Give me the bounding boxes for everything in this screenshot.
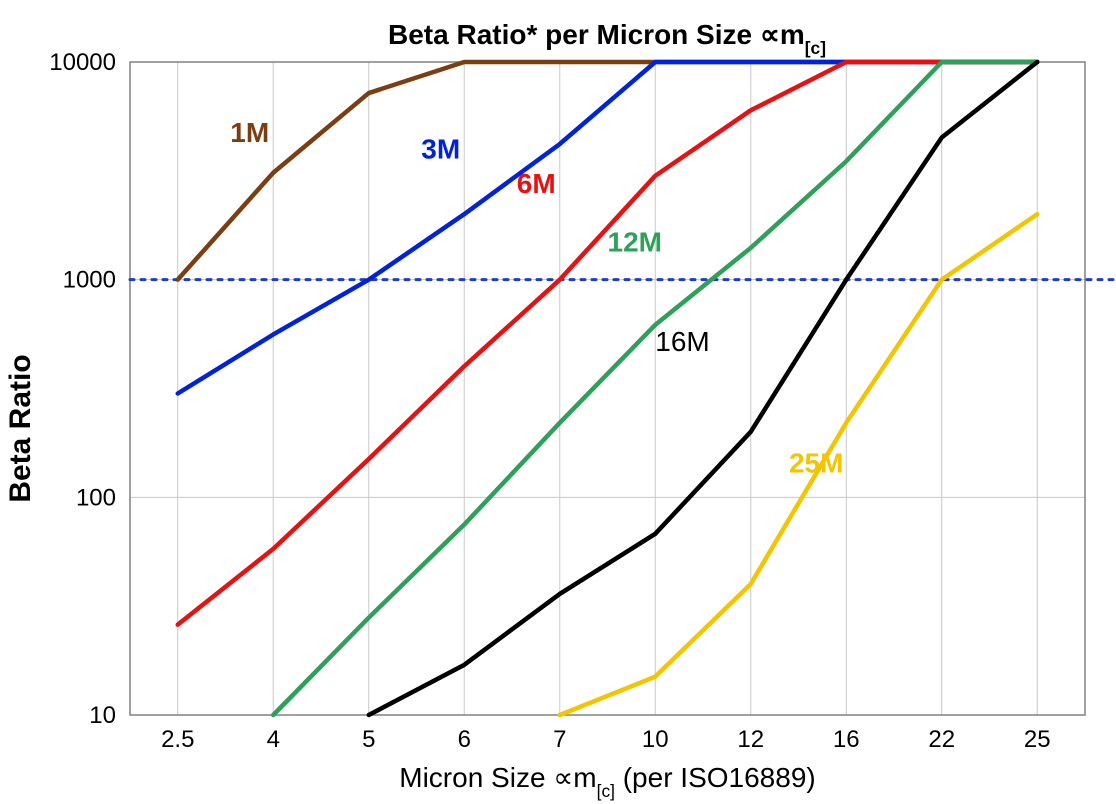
series-label-1M: 1M [230, 117, 269, 148]
series-label-16M: 16M [655, 326, 709, 357]
x-tick-label: 5 [362, 726, 375, 753]
series-label-6M: 6M [517, 168, 556, 199]
y-tick-label: 10 [89, 702, 116, 729]
y-tick-label: 100 [76, 484, 116, 511]
x-tick-label: 7 [553, 726, 566, 753]
x-tick-label: 10 [642, 726, 669, 753]
y-axis-label: Beta Ratio [4, 354, 37, 502]
x-tick-label: 25 [1024, 726, 1051, 753]
x-tick-label: 16 [833, 726, 860, 753]
x-tick-label: 6 [458, 726, 471, 753]
beta-ratio-chart: 1M 3M 6M 12M 16M 25M 2.5 4 5 6 7 10 12 16 22 25 10 100 100… [0, 0, 1116, 804]
x-tick-label: 22 [928, 726, 955, 753]
series-label-3M: 3M [421, 134, 460, 165]
y-tick-label: 1000 [63, 267, 116, 294]
x-tick-label: 12 [737, 726, 764, 753]
x-tick-label: 4 [267, 726, 280, 753]
series-label-12M: 12M [608, 226, 662, 257]
series-label-25M: 25M [789, 448, 843, 479]
x-tick-label: 2.5 [161, 726, 194, 753]
y-tick-label: 10000 [49, 49, 116, 76]
